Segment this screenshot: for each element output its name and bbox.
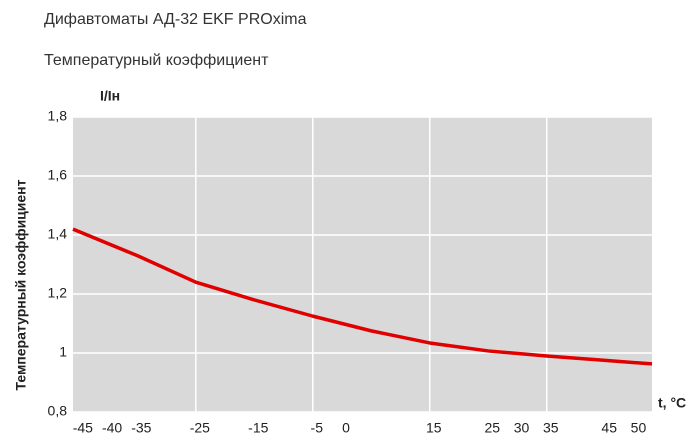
x-tick-label: 15 — [426, 420, 442, 436]
x-tick-label: -40 — [102, 420, 122, 436]
x-tick-label: -5 — [311, 420, 324, 436]
x-tick-label: 30 — [514, 420, 530, 436]
x-tick-label: -45 — [73, 420, 93, 436]
x-tick-label: 0 — [342, 420, 350, 436]
y-tick-label: 1,8 — [48, 108, 68, 124]
y-tick-label: 1,4 — [48, 226, 68, 242]
line-series — [72, 227, 653, 366]
x-tick-label: -15 — [248, 420, 268, 436]
x-tick-label: -25 — [190, 420, 210, 436]
x-tick-label: 25 — [484, 420, 500, 436]
x-tick-label: 45 — [601, 420, 617, 436]
y-tick-label: 1,6 — [48, 167, 68, 183]
y-tick-label: 0,8 — [48, 403, 68, 419]
plot-area — [73, 117, 652, 412]
x-tick-label: 50 — [631, 420, 647, 436]
y-unit: I/Iн — [100, 88, 120, 104]
y-axis-label: Температурный коэффициент — [13, 179, 29, 390]
x-tick-label: 35 — [543, 420, 559, 436]
y-tick-label: 1,2 — [48, 285, 68, 301]
x-tick-label: -35 — [131, 420, 151, 436]
y-tick-label: 1 — [59, 344, 67, 360]
x-axis-label: t, °C — [658, 395, 686, 411]
page-title: Дифавтоматы АД-32 EKF PROxima — [44, 11, 307, 28]
page-subtitle: Температурный коэффициент — [44, 52, 269, 69]
